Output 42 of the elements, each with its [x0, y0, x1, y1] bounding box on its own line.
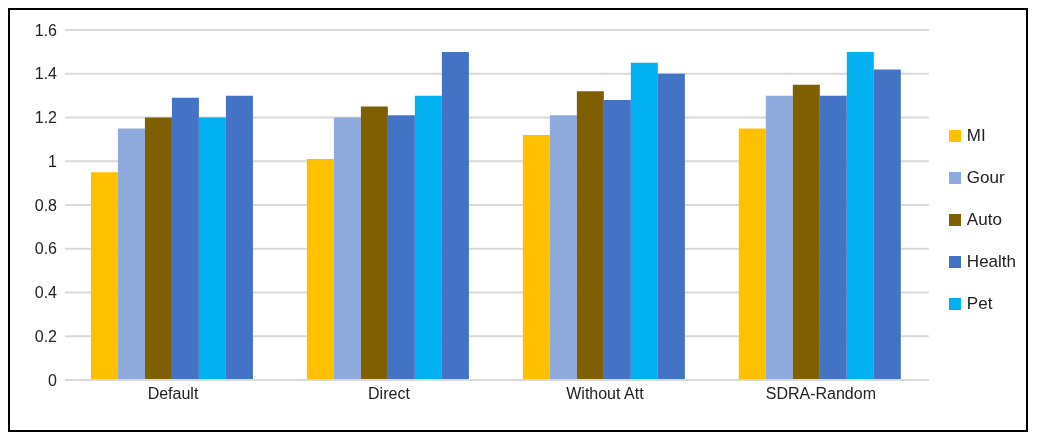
- bar: [90, 172, 118, 380]
- legend-label: Health: [966, 252, 1016, 272]
- y-tick-label: 0: [48, 371, 58, 389]
- bar: [549, 115, 577, 380]
- bar: [522, 135, 550, 380]
- x-tick-label: SDRA-Random: [765, 385, 877, 403]
- x-tick-label: Direct: [368, 385, 411, 403]
- y-tick-label: 0.4: [34, 284, 58, 302]
- bar: [117, 128, 145, 380]
- legend-label: Gour: [966, 168, 1005, 188]
- bar: [819, 95, 847, 380]
- bar: [630, 62, 658, 380]
- y-tick-label: 1.4: [34, 65, 58, 83]
- y-tick-label: 0.8: [34, 196, 58, 214]
- y-tick-label: 1.2: [34, 109, 58, 127]
- y-tick-label: 0.6: [34, 240, 58, 258]
- bar: [333, 117, 361, 380]
- x-tick-label: Default: [147, 385, 199, 403]
- bar: [576, 91, 604, 380]
- bar: [387, 115, 415, 380]
- legend-label: MI: [966, 126, 986, 146]
- bar: [171, 97, 199, 380]
- bar: [441, 51, 469, 380]
- bar: [603, 100, 631, 380]
- bar: [198, 117, 226, 380]
- bar: [792, 84, 820, 380]
- bar: [360, 106, 388, 380]
- legend-label: Auto: [966, 210, 1002, 230]
- y-tick-label: 0.2: [34, 327, 58, 345]
- bar: [414, 95, 442, 380]
- y-tick-label: 1.6: [34, 21, 58, 39]
- bar: [144, 117, 172, 380]
- bar: [765, 95, 793, 380]
- x-tick-label: Without Att: [566, 385, 645, 403]
- y-tick-label: 1: [48, 152, 58, 170]
- bar: [738, 128, 766, 380]
- bar: [657, 73, 685, 380]
- bar: [306, 159, 334, 380]
- bar: [225, 95, 253, 380]
- bar: [873, 69, 901, 380]
- legend-label: Pet: [966, 294, 993, 314]
- bar: [846, 51, 874, 380]
